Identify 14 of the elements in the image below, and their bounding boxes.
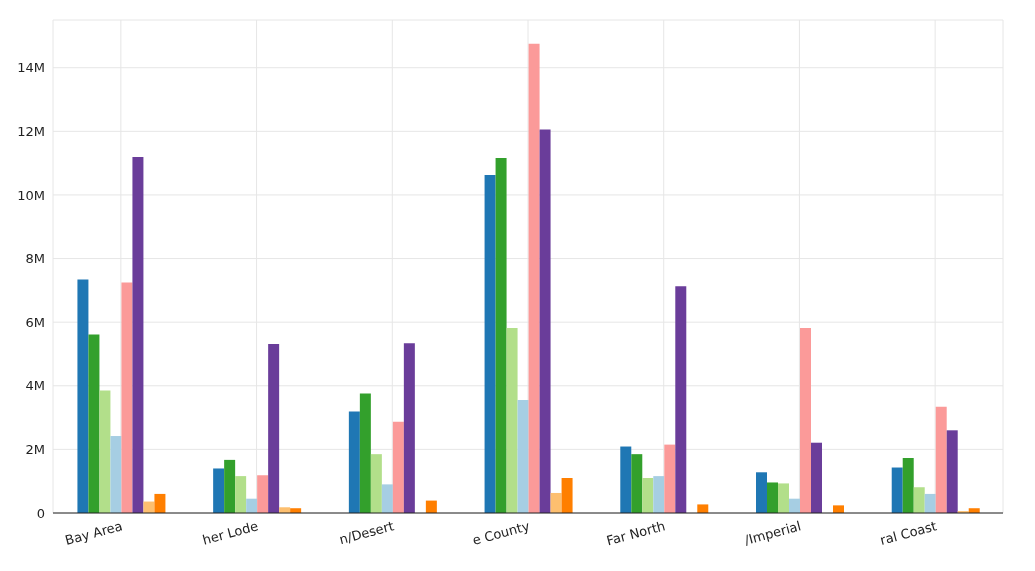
x-tick-label: ral Coast [878, 518, 939, 548]
y-tick-label: 6M [25, 314, 45, 330]
y-tick-label: 10M [17, 187, 45, 203]
y-tick-label: 14M [17, 60, 45, 76]
y-tick-label: 0 [36, 505, 45, 521]
x-tick-label: Bay Area [63, 518, 125, 548]
y-tick-label: 2M [25, 442, 45, 457]
y-tick-label: 8M [25, 251, 45, 267]
y-tick-label: 4M [25, 378, 45, 394]
x-tick-label: Far North [604, 518, 667, 549]
x-tick-label: her Lode [200, 518, 260, 548]
x-tick-label: n/Desert [337, 518, 396, 548]
x-tick-label: e County [470, 518, 532, 548]
y-tick-label: 12M [17, 123, 45, 139]
